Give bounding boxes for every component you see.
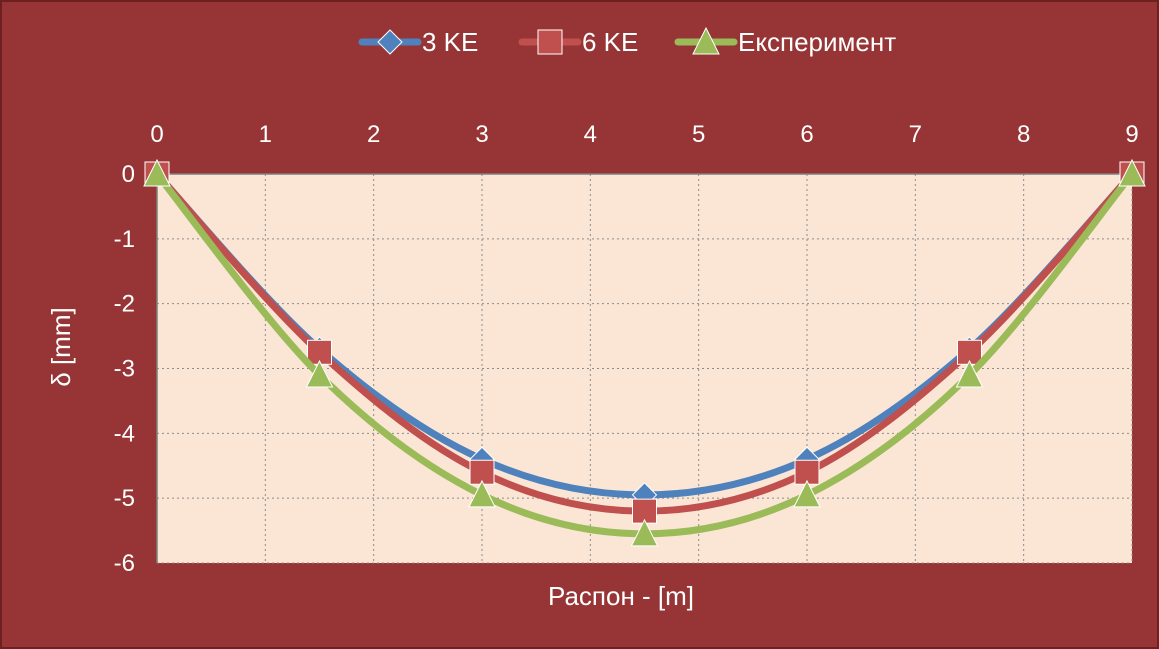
x-tick-label: 8 <box>1017 121 1030 148</box>
legend-label: 3 KE <box>422 27 478 57</box>
x-tick-label: 5 <box>692 121 705 148</box>
triangle-marker <box>468 479 496 508</box>
grid-layer <box>156 173 1133 564</box>
x-tick-label: 9 <box>1125 121 1138 148</box>
x-tick-label: 1 <box>259 121 272 148</box>
series-Експеримент <box>143 158 1146 547</box>
x-tick-label: 2 <box>367 121 380 148</box>
x-tick-labels: 0 1 2 3 4 5 6 7 8 9 <box>150 121 1138 148</box>
x-tick-label: 7 <box>909 121 922 148</box>
diamond-marker <box>377 29 403 55</box>
x-tick-label: 3 <box>475 121 488 148</box>
y-tick-label: -2 <box>114 291 135 318</box>
triangle-marker <box>692 26 720 55</box>
y-tick-label: -3 <box>114 356 135 383</box>
x-tick-label: 0 <box>150 121 163 148</box>
x-tick-label: 6 <box>800 121 813 148</box>
y-tick-label: -4 <box>114 420 135 447</box>
y-tick-label: -1 <box>114 226 135 253</box>
legend: 3 KE 6 KE Експеримент <box>358 26 896 57</box>
triangle-marker <box>793 479 821 508</box>
y-axis-label: δ [mm] <box>46 307 76 386</box>
legend-label: Експеримент <box>738 27 896 57</box>
legend-item: 6 KE <box>518 27 638 57</box>
y-tick-label: 0 <box>122 161 135 188</box>
square-marker <box>537 29 563 55</box>
series-layer <box>143 158 1146 547</box>
legend-item: Експеримент <box>674 26 896 57</box>
legend-label: 6 KE <box>582 27 638 57</box>
y-tick-label: -6 <box>114 550 135 577</box>
triangle-marker <box>1118 158 1146 187</box>
y-tick-label: -5 <box>114 485 135 512</box>
legend-item: 3 KE <box>358 27 478 57</box>
x-tick-label: 4 <box>584 121 597 148</box>
triangle-marker <box>630 518 659 547</box>
triangle-marker <box>305 359 334 388</box>
triangle-marker <box>955 359 984 388</box>
y-tick-labels: 0 -1 -2 -3 -4 -5 -6 <box>114 161 135 577</box>
triangle-marker <box>143 158 171 187</box>
x-axis-label: Распон - [m] <box>548 581 694 611</box>
